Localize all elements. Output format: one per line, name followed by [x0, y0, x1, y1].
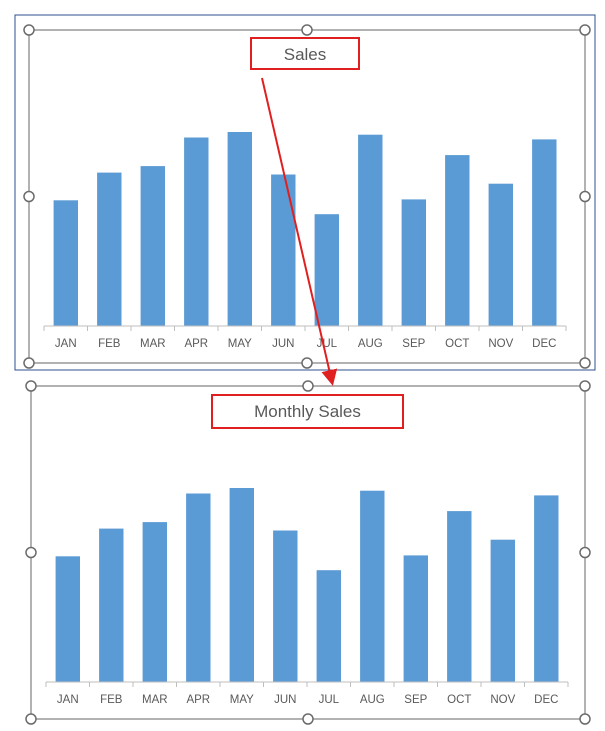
x-tick-label: OCT — [445, 338, 469, 350]
bar-oct[interactable] — [447, 511, 472, 682]
x-tick-label: MAR — [142, 694, 168, 706]
bar-aug[interactable] — [360, 490, 385, 682]
x-tick-label: MAR — [140, 338, 166, 350]
bar-jun[interactable] — [271, 174, 296, 327]
sales-chart[interactable]: Sales JAN FEB MAR APR MAY JUN JUL AUG SEP OCT NOV DE… — [23, 24, 591, 369]
resize-handle[interactable] — [579, 190, 591, 203]
x-tick-label: JUL — [319, 694, 340, 706]
bar-jul[interactable] — [316, 570, 341, 682]
x-tick-label: MAY — [230, 694, 254, 706]
resize-handle[interactable] — [23, 24, 35, 36]
bar-aug[interactable] — [358, 134, 383, 326]
bar-jun[interactable] — [273, 530, 298, 683]
resize-handle[interactable] — [302, 380, 314, 392]
chart-title[interactable]: Monthly Sales — [254, 402, 361, 421]
x-tick-label: FEB — [100, 694, 123, 706]
x-tick-label: DEC — [532, 338, 556, 350]
resize-handle[interactable] — [579, 546, 591, 559]
resize-handle[interactable] — [25, 546, 37, 559]
resize-handle[interactable] — [301, 24, 313, 36]
resize-handle[interactable] — [25, 380, 37, 392]
resize-handle[interactable] — [23, 190, 35, 203]
bar-jan[interactable] — [55, 556, 80, 682]
resize-handle[interactable] — [579, 713, 591, 725]
x-tick-label: NOV — [488, 338, 513, 350]
x-tick-label: FEB — [98, 338, 121, 350]
bar-nov[interactable] — [490, 539, 515, 682]
bar-dec[interactable] — [534, 495, 559, 682]
outer-chart-border — [14, 14, 596, 371]
bar-feb[interactable] — [97, 172, 122, 326]
resize-handle[interactable] — [579, 380, 591, 392]
monthly-sales-chart[interactable]: Monthly Sales JAN FEB MAR APR MAY JUN JUL AUG SEP… — [25, 380, 591, 725]
resize-handle[interactable] — [579, 357, 591, 369]
resize-handle[interactable] — [302, 713, 314, 725]
x-tick-label: SEP — [404, 694, 427, 706]
bar-apr[interactable] — [186, 493, 211, 683]
resize-handle[interactable] — [579, 24, 591, 36]
bar-feb[interactable] — [99, 528, 124, 682]
bar-may[interactable] — [227, 132, 252, 326]
chart-title-highlight — [250, 37, 360, 70]
resize-handle[interactable] — [25, 713, 37, 725]
bar-jan[interactable] — [53, 200, 78, 326]
x-tick-label: APR — [184, 338, 208, 350]
x-tick-label: AUG — [358, 338, 383, 350]
x-tick-label: NOV — [490, 694, 515, 706]
chart-title[interactable]: Sales — [284, 45, 327, 64]
x-tick-label: JAN — [55, 338, 77, 350]
x-tick-label: OCT — [447, 694, 471, 706]
bar-apr[interactable] — [184, 137, 209, 327]
x-tick-label: AUG — [360, 694, 385, 706]
bar-mar[interactable] — [142, 522, 167, 682]
x-tick-label: APR — [186, 694, 210, 706]
bar-nov[interactable] — [488, 183, 513, 326]
x-tick-label: JAN — [57, 694, 79, 706]
resize-handle[interactable] — [23, 357, 35, 369]
bar-oct[interactable] — [445, 155, 470, 326]
annotation-arrow — [261, 77, 338, 386]
resize-handle[interactable] — [301, 357, 313, 369]
x-tick-label: JUL — [317, 338, 338, 350]
bar-may[interactable] — [229, 488, 254, 682]
bar-dec[interactable] — [532, 139, 557, 326]
x-tick-label: DEC — [534, 694, 558, 706]
bar-sep[interactable] — [403, 555, 428, 682]
x-tick-label: JUN — [274, 694, 296, 706]
bar-sep[interactable] — [401, 199, 426, 326]
x-tick-label: JUN — [272, 338, 294, 350]
x-tick-label: MAY — [228, 338, 252, 350]
x-tick-label: SEP — [402, 338, 425, 350]
bar-jul[interactable] — [314, 214, 339, 326]
chart-title-highlight — [211, 394, 404, 429]
bar-mar[interactable] — [140, 166, 165, 326]
